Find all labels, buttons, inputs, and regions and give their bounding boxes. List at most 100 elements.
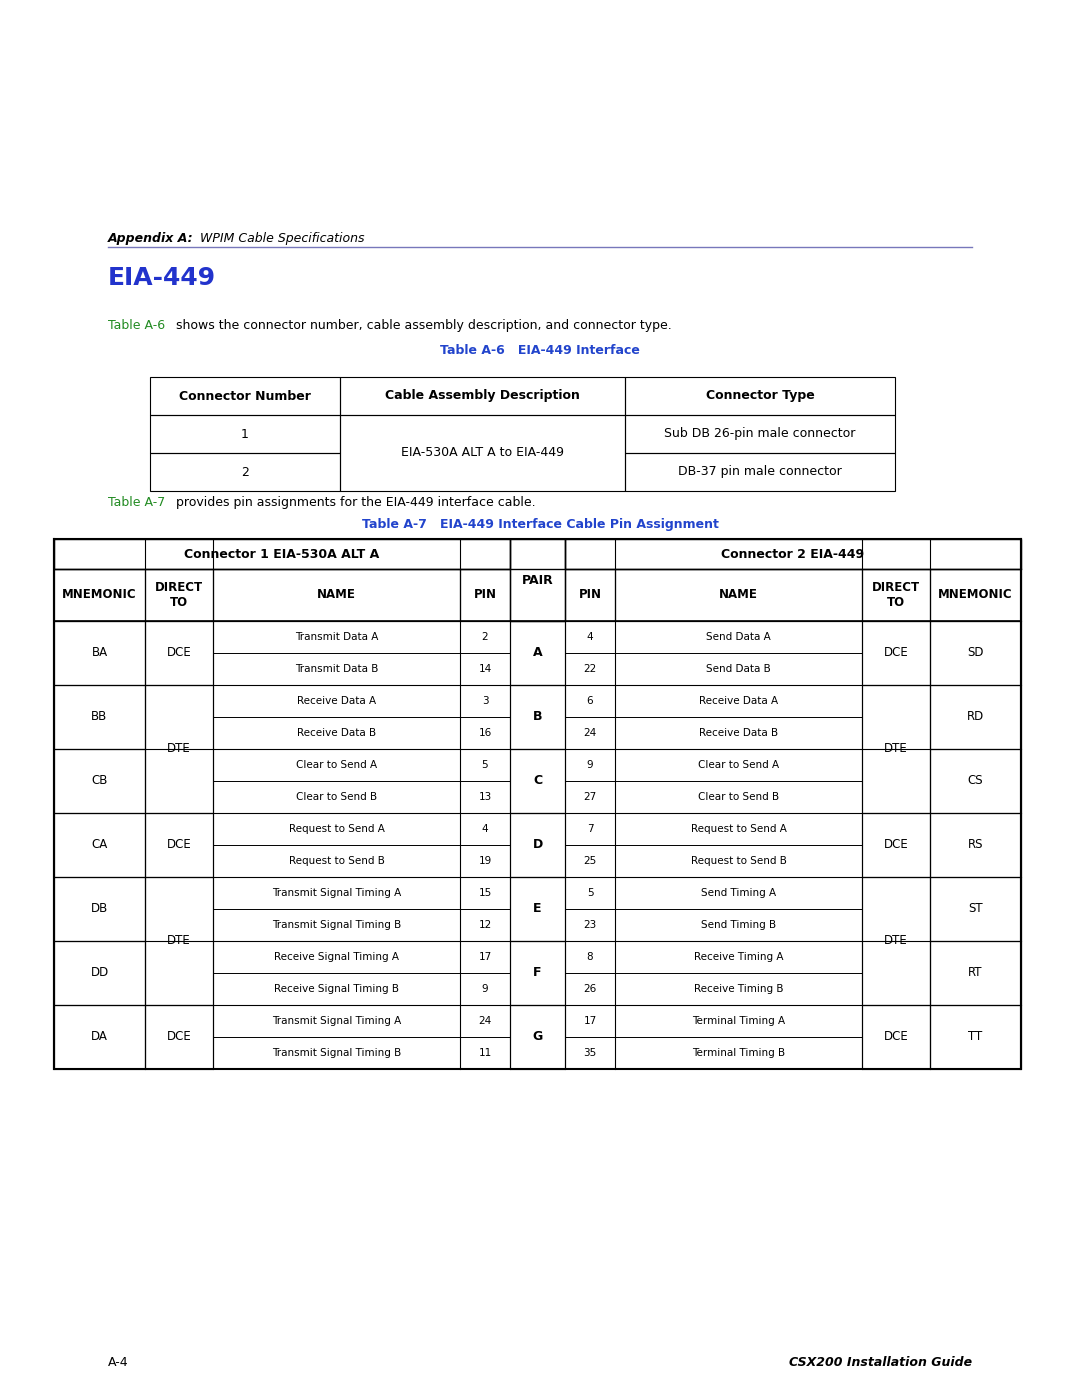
- Bar: [862, 877, 930, 1004]
- Bar: [615, 622, 862, 652]
- Bar: [565, 685, 615, 717]
- Bar: [930, 749, 1021, 813]
- Text: PAIR: PAIR: [522, 574, 553, 587]
- Bar: [565, 569, 615, 622]
- Bar: [460, 877, 510, 909]
- Text: Terminal Timing B: Terminal Timing B: [692, 1048, 785, 1058]
- Text: Transmit Signal Timing B: Transmit Signal Timing B: [272, 921, 401, 930]
- Bar: [615, 972, 862, 1004]
- Text: 19: 19: [478, 856, 491, 866]
- Bar: [930, 622, 1021, 685]
- Bar: [862, 685, 930, 813]
- Text: DCE: DCE: [883, 838, 908, 852]
- Bar: [150, 453, 340, 490]
- Text: Send Data A: Send Data A: [706, 631, 771, 643]
- Text: NAME: NAME: [318, 588, 356, 602]
- Bar: [150, 377, 340, 415]
- Text: Transmit Signal Timing B: Transmit Signal Timing B: [272, 1048, 401, 1058]
- Text: 26: 26: [583, 983, 596, 995]
- Text: Clear to Send B: Clear to Send B: [296, 792, 377, 802]
- Bar: [565, 539, 1021, 569]
- Text: DB-37 pin male connector: DB-37 pin male connector: [678, 465, 842, 479]
- Bar: [625, 415, 895, 453]
- Text: Receive Data B: Receive Data B: [297, 728, 376, 738]
- Text: Receive Signal Timing B: Receive Signal Timing B: [274, 983, 399, 995]
- Text: Send Data B: Send Data B: [706, 664, 771, 673]
- Text: Clear to Send A: Clear to Send A: [698, 760, 779, 770]
- Bar: [460, 749, 510, 781]
- Text: G: G: [532, 1031, 542, 1044]
- Text: RD: RD: [967, 711, 984, 724]
- Bar: [565, 781, 615, 813]
- Text: DTE: DTE: [167, 742, 191, 756]
- Bar: [213, 972, 460, 1004]
- Bar: [565, 813, 615, 845]
- Bar: [213, 877, 460, 909]
- Bar: [54, 539, 510, 569]
- Bar: [615, 652, 862, 685]
- Text: DIRECT
TO: DIRECT TO: [872, 581, 920, 609]
- Bar: [54, 569, 145, 622]
- Bar: [145, 1004, 213, 1069]
- Bar: [460, 652, 510, 685]
- Text: Receive Timing B: Receive Timing B: [693, 983, 783, 995]
- Text: 25: 25: [583, 856, 596, 866]
- Text: DCE: DCE: [166, 1031, 191, 1044]
- Bar: [213, 1037, 460, 1069]
- Bar: [213, 781, 460, 813]
- Bar: [54, 877, 145, 942]
- Text: 14: 14: [478, 664, 491, 673]
- Bar: [460, 845, 510, 877]
- Bar: [213, 845, 460, 877]
- Bar: [565, 749, 615, 781]
- Bar: [565, 1004, 615, 1037]
- Bar: [460, 781, 510, 813]
- Text: Request to Send A: Request to Send A: [690, 824, 786, 834]
- Text: 2: 2: [241, 465, 248, 479]
- Text: Cable Assembly Description: Cable Assembly Description: [386, 390, 580, 402]
- Text: 2: 2: [482, 631, 488, 643]
- Text: 27: 27: [583, 792, 596, 802]
- Bar: [213, 652, 460, 685]
- Text: D: D: [532, 838, 542, 852]
- Text: Request to Send A: Request to Send A: [288, 824, 384, 834]
- Bar: [460, 909, 510, 942]
- Text: Send Timing A: Send Timing A: [701, 888, 777, 898]
- Text: Transmit Signal Timing A: Transmit Signal Timing A: [272, 888, 401, 898]
- Text: Connector Type: Connector Type: [705, 390, 814, 402]
- Text: A: A: [532, 647, 542, 659]
- Bar: [615, 813, 862, 845]
- Bar: [615, 877, 862, 909]
- Text: 24: 24: [478, 1016, 491, 1025]
- Text: NAME: NAME: [719, 588, 758, 602]
- Text: provides pin assignments for the EIA-449 interface cable.: provides pin assignments for the EIA-449…: [172, 496, 536, 509]
- Text: 9: 9: [586, 760, 593, 770]
- Text: 11: 11: [478, 1048, 491, 1058]
- Text: 3: 3: [482, 696, 488, 705]
- Bar: [150, 415, 340, 453]
- Bar: [145, 685, 213, 813]
- Bar: [54, 1004, 145, 1069]
- Text: 17: 17: [478, 951, 491, 963]
- Bar: [565, 1037, 615, 1069]
- Text: shows the connector number, cable assembly description, and connector type.: shows the connector number, cable assemb…: [172, 319, 672, 332]
- Text: E: E: [534, 902, 542, 915]
- Bar: [510, 877, 565, 942]
- Text: 5: 5: [586, 888, 593, 898]
- Bar: [615, 781, 862, 813]
- Bar: [862, 1004, 930, 1069]
- Text: PIN: PIN: [473, 588, 497, 602]
- Text: 23: 23: [583, 921, 596, 930]
- Bar: [54, 539, 1021, 1069]
- Text: Receive Data A: Receive Data A: [699, 696, 778, 705]
- Bar: [615, 909, 862, 942]
- Text: Clear to Send A: Clear to Send A: [296, 760, 377, 770]
- Text: MNEMONIC: MNEMONIC: [939, 588, 1013, 602]
- Text: CS: CS: [968, 774, 983, 788]
- Text: 35: 35: [583, 1048, 596, 1058]
- Text: Table A-7   EIA-449 Interface Cable Pin Assignment: Table A-7 EIA-449 Interface Cable Pin As…: [362, 518, 718, 531]
- Bar: [340, 377, 625, 415]
- Bar: [145, 877, 213, 1004]
- Text: Transmit Signal Timing A: Transmit Signal Timing A: [272, 1016, 401, 1025]
- Bar: [615, 1004, 862, 1037]
